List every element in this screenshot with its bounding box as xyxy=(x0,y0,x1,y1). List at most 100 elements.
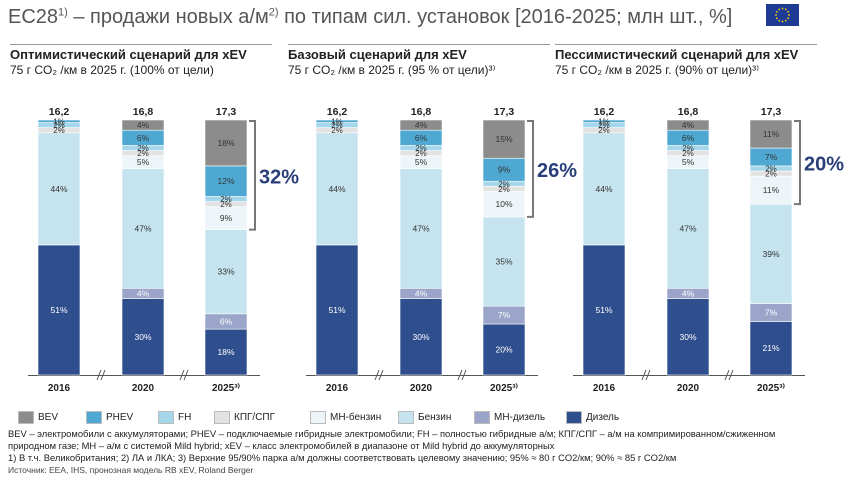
segment-label: 10% xyxy=(495,199,512,209)
total-label: 17,3 xyxy=(494,106,515,118)
legend-item-mh-petrol: MH-бензин xyxy=(310,411,381,424)
segment-label: 2% xyxy=(53,126,65,135)
footnote-line: природном газе; MH – а/м с системой Mild… xyxy=(8,440,555,451)
bar-segment-bev xyxy=(482,119,526,159)
bar-segment-bev xyxy=(666,119,710,131)
axis-break-mark xyxy=(100,369,106,381)
axis-break-mark xyxy=(457,369,463,381)
footnote-line: 1) В т.ч. Великобритания; 2) ЛА и ЛКА; 3… xyxy=(8,452,677,463)
segment-label: 4% xyxy=(682,288,695,298)
segment-label: 30% xyxy=(412,332,429,342)
segment-label: 47% xyxy=(412,223,429,233)
axis-break-mark xyxy=(96,369,102,381)
legend-swatch xyxy=(158,411,174,424)
segment-label: 7% xyxy=(498,310,511,320)
eu-star xyxy=(784,8,787,11)
eu-star xyxy=(781,7,784,10)
panel-subtitle: 75 г CO₂ /км в 2025 г. (95 % от цели)³⁾ xyxy=(288,63,496,77)
legend-label: КПГ/СПГ xyxy=(234,412,276,423)
axis-break-mark xyxy=(724,369,730,381)
segment-label: 33% xyxy=(217,267,234,277)
xev-share-label: 26% xyxy=(537,160,577,182)
segment-label: 2% xyxy=(415,149,427,158)
legend-item-bev: BEV xyxy=(18,411,58,424)
legend-swatch xyxy=(18,411,34,424)
eu-flag-icon xyxy=(766,4,799,26)
category-label: 2016 xyxy=(48,383,71,394)
legend-label: PHEV xyxy=(106,412,134,423)
bar-segment-petrol xyxy=(121,168,165,289)
category-label: 2020 xyxy=(410,383,433,394)
xev-share-label: 20% xyxy=(804,154,844,176)
panel-subtitle: 75 г CO₂ /км в 2025 г. (90% от цели)³⁾ xyxy=(555,63,760,77)
segment-label: 7% xyxy=(765,152,778,162)
bar-segment-petrol xyxy=(204,229,248,315)
category-label: 2020 xyxy=(132,383,155,394)
axis-break-mark xyxy=(183,369,189,381)
segment-label: 30% xyxy=(679,332,696,342)
segment-label: 39% xyxy=(762,249,779,259)
legend-item-fh: FH xyxy=(158,411,191,424)
xev-share-label: 32% xyxy=(259,166,299,188)
eu-star xyxy=(778,19,781,22)
segment-label: 1% xyxy=(53,117,65,126)
axis-break-mark xyxy=(378,369,384,381)
segment-label: 2% xyxy=(137,144,149,153)
xev-bracket xyxy=(249,120,256,231)
bar-segment-phev xyxy=(37,119,81,123)
stacked-bar-chart-optimistic: 51%44%2%2%1%16,2201630%4%47%5%2%2%6%4%16… xyxy=(28,106,299,394)
segment-label: 2% xyxy=(682,144,694,153)
chart-legend: BEV PHEV FH КПГ/СПГ MH-бензин Бензин MH-… xyxy=(18,411,798,427)
segment-label: 5% xyxy=(415,157,428,167)
segment-label: 5% xyxy=(137,157,150,167)
total-label: 17,3 xyxy=(216,106,237,118)
segment-label: 44% xyxy=(328,184,345,194)
segment-label: 51% xyxy=(50,305,67,315)
total-label: 16,2 xyxy=(594,106,615,118)
eu-star xyxy=(788,14,790,16)
bar-segment-phev xyxy=(315,119,359,123)
legend-label: MH-бензин xyxy=(330,412,382,423)
panel-divider xyxy=(555,44,817,45)
category-label: 2020 xyxy=(677,383,700,394)
segment-label: 2% xyxy=(331,126,343,135)
bar-segment-bev xyxy=(204,119,248,167)
eu-star xyxy=(775,14,777,16)
segment-label: 2% xyxy=(53,121,65,130)
segment-label: 18% xyxy=(217,138,234,148)
panel-divider xyxy=(10,44,272,45)
segment-label: 2% xyxy=(498,180,510,189)
eu-star xyxy=(787,10,790,13)
segment-label: 5% xyxy=(682,157,695,167)
bar-segment-petrol xyxy=(315,132,359,246)
total-label: 16,8 xyxy=(411,106,432,118)
legend-swatch xyxy=(474,411,490,424)
bar-segment-bev xyxy=(749,119,793,149)
bar-segment-diesel xyxy=(666,298,710,376)
segment-label: 2% xyxy=(765,170,777,179)
total-label: 17,3 xyxy=(761,106,782,118)
total-label: 16,2 xyxy=(49,106,70,118)
panel-title: Базовый сценарий для xEV xyxy=(288,47,467,62)
segment-label: 4% xyxy=(137,288,150,298)
bar-segment-diesel xyxy=(582,244,626,376)
legend-item-phev: PHEV xyxy=(86,411,133,424)
axis-break-mark xyxy=(728,369,734,381)
axis-break-mark xyxy=(645,369,651,381)
legend-item-petrol: Бензин xyxy=(398,411,451,424)
xev-bracket xyxy=(794,120,801,206)
total-label: 16,8 xyxy=(133,106,154,118)
legend-label: Дизель xyxy=(586,412,620,423)
page-title: EC281) – продажи новых а/м2) по типам си… xyxy=(8,6,733,28)
segment-label: 35% xyxy=(495,257,512,267)
segment-label: 44% xyxy=(595,184,612,194)
legend-label: FH xyxy=(178,412,192,423)
segment-label: 4% xyxy=(137,120,150,130)
eu-star xyxy=(781,20,784,23)
segment-label: 2% xyxy=(765,164,777,173)
eu-star xyxy=(775,17,778,20)
eu-star xyxy=(778,8,781,11)
stacked-bar-chart-base: 51%44%2%2%1%16,2201630%4%47%5%2%2%6%4%16… xyxy=(306,106,577,394)
legend-item-mh-diesel: MH-дизель xyxy=(474,411,545,424)
bar-segment-phev xyxy=(204,165,248,197)
